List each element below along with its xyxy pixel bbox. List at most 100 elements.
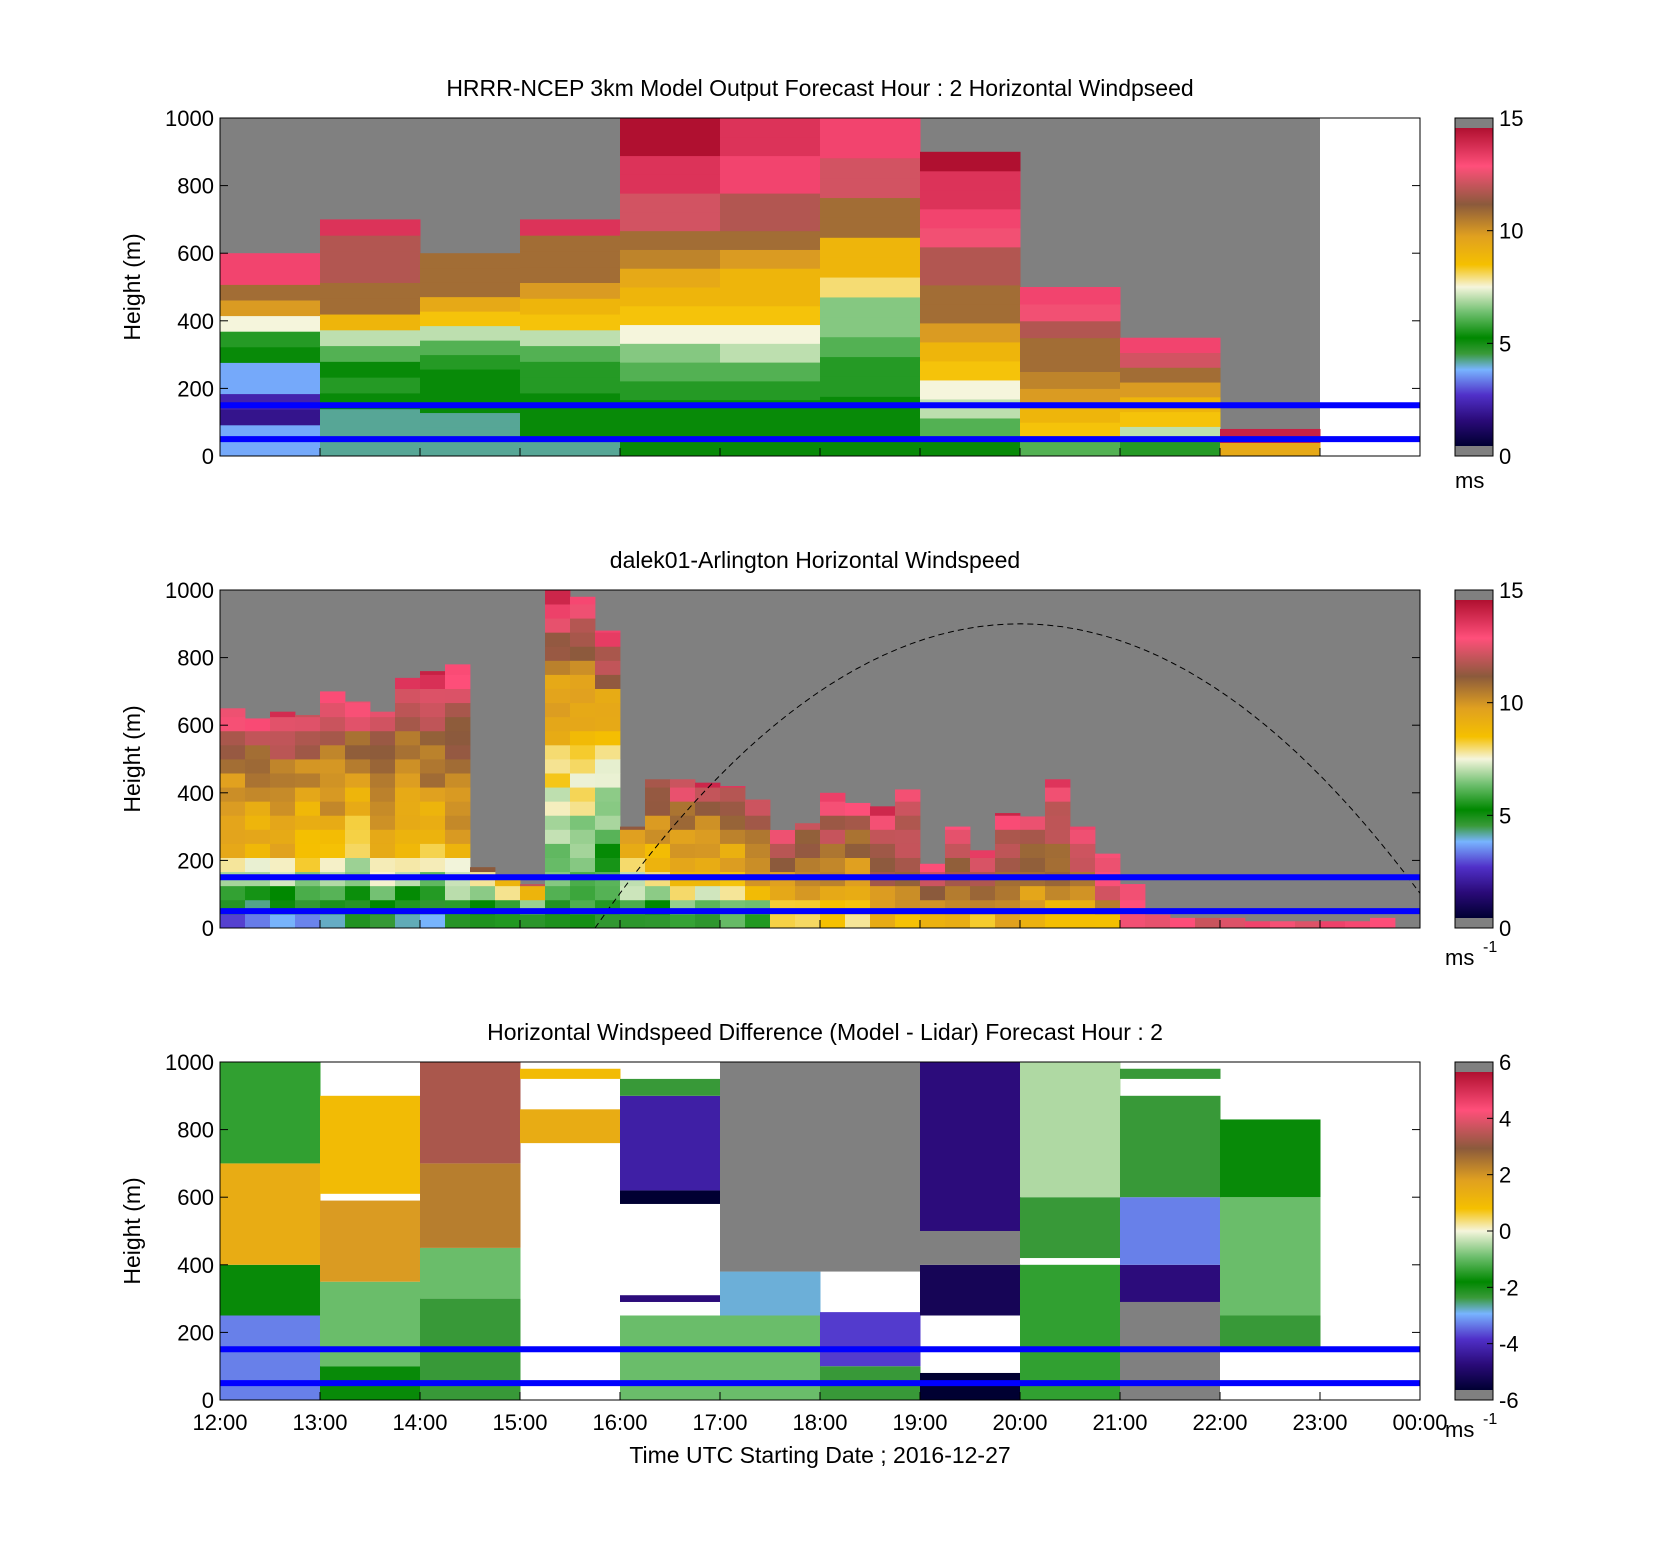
lidar-cell: [845, 857, 871, 873]
model-cell: [1020, 405, 1121, 423]
lidar-cell: [745, 801, 771, 816]
model-cell: [920, 284, 1021, 305]
lidar-cell: [745, 815, 771, 830]
lidar-cell: [320, 885, 346, 901]
model-cell: [520, 219, 621, 236]
difference-x-tick-label: 16:00: [592, 1410, 647, 1435]
lidar-cell: [295, 857, 321, 873]
difference-panel: 0 200 400 600 800 1000 12:00 13:00 14:00 15:00 16…: [119, 1019, 1519, 1442]
lidar-cell: [570, 702, 596, 718]
difference-x-tick-label: 19:00: [892, 1410, 947, 1435]
lidar-cell: [1020, 913, 1046, 929]
lidar-cell: [695, 787, 721, 802]
model-cell: [520, 377, 621, 394]
lidar-cell: [570, 787, 596, 802]
lidar-cell: [545, 829, 571, 844]
lidar-cell: [770, 885, 796, 901]
model-y-ticks: 0 200 400 600 800 1000: [165, 106, 1420, 469]
model-colorbar-gradient: [1455, 128, 1493, 446]
lidar-cell: [320, 829, 346, 844]
lidar-cell: [820, 857, 846, 873]
lidar-cell: [895, 843, 921, 858]
lidar-cell: [595, 646, 621, 661]
lidar-cell: [1120, 885, 1146, 901]
model-cell: [620, 155, 721, 175]
lidar-cell: [945, 829, 971, 844]
lidar-cell: [520, 885, 546, 901]
model-cell: [820, 336, 921, 358]
lidar-cell: [570, 730, 596, 746]
lidar-colorbar-unit-exponent: -1: [1483, 939, 1497, 956]
lidar-panel-title: dalek01-Arlington Horizontal Windspeed: [610, 547, 1020, 573]
model-cell: [420, 412, 521, 428]
difference-cell: [1120, 1197, 1221, 1265]
lidar-cell: [445, 730, 471, 746]
lidar-cell: [295, 843, 321, 858]
lidar-cell: [995, 885, 1021, 901]
difference-cell: [620, 1095, 721, 1191]
lidar-cell: [545, 688, 571, 704]
model-cell: [1020, 439, 1121, 457]
lidar-cell: [445, 664, 471, 675]
lidar-cell: [395, 773, 421, 788]
difference-cell: [920, 1372, 1021, 1400]
lidar-cell: [895, 913, 921, 929]
lidar-cell: [820, 843, 846, 858]
model-cell: [1020, 287, 1121, 305]
lidar-cell: [220, 843, 246, 858]
difference-cell: [720, 1271, 821, 1316]
model-cell: [520, 282, 621, 299]
model-cell: [320, 266, 421, 283]
difference-heatmap-cells: [220, 1062, 1321, 1400]
difference-cell: [420, 1062, 521, 1164]
lidar-cell: [995, 913, 1021, 929]
model-cell: [720, 362, 821, 382]
model-cell: [920, 303, 1021, 324]
model-cell: [920, 341, 1021, 362]
difference-y-tick-label: 1000: [165, 1050, 214, 1075]
lidar-cell: [695, 782, 721, 788]
lidar-cell: [695, 815, 721, 830]
lidar-cell: [570, 815, 596, 830]
model-cell: [820, 296, 921, 318]
lidar-windspeed-panel: 0 200 400 600 800 1000 dalek01-Arlington Hori…: [119, 547, 1523, 970]
lidar-cell: [620, 913, 646, 929]
lidar-cell: [1045, 913, 1071, 929]
model-cell: [320, 282, 421, 299]
difference-cell: [420, 1247, 521, 1299]
lidar-cell: [220, 913, 246, 929]
lidar-cell: [270, 815, 296, 830]
difference-x-tick-label: 22:00: [1192, 1410, 1247, 1435]
lidar-cell: [595, 885, 621, 901]
lidar-cell: [245, 773, 271, 788]
lidar-cell: [645, 885, 671, 901]
lidar-cell: [545, 646, 571, 661]
lidar-cell: [720, 815, 746, 830]
lidar-cell: [1045, 843, 1071, 858]
lidar-cell: [820, 913, 846, 929]
model-cell: [620, 268, 721, 288]
model-cell: [420, 383, 521, 399]
difference-cell: [220, 1315, 321, 1400]
lidar-cell: [720, 843, 746, 858]
lidar-cell: [445, 787, 471, 802]
lidar-cell: [870, 885, 896, 901]
lidar-cell: [370, 885, 396, 901]
lidar-reference-lines: [220, 874, 1420, 915]
lidar-cell: [570, 829, 596, 844]
model-cell: [920, 417, 1021, 438]
lidar-cell: [295, 716, 321, 732]
lidar-cell: [745, 885, 771, 901]
model-cell: [1120, 367, 1221, 383]
lidar-cell: [320, 691, 346, 704]
lidar-cell: [245, 718, 271, 732]
difference-colorbar-unit-exponent: -1: [1483, 1411, 1497, 1428]
lidar-cell: [670, 857, 696, 873]
model-cell: [720, 343, 821, 363]
lidar-cell: [220, 730, 246, 746]
lidar-cell: [570, 801, 596, 816]
lidar-cell: [870, 843, 896, 858]
model-cell: [720, 380, 821, 401]
model-cell: [320, 440, 421, 457]
lidar-cell: [395, 815, 421, 830]
